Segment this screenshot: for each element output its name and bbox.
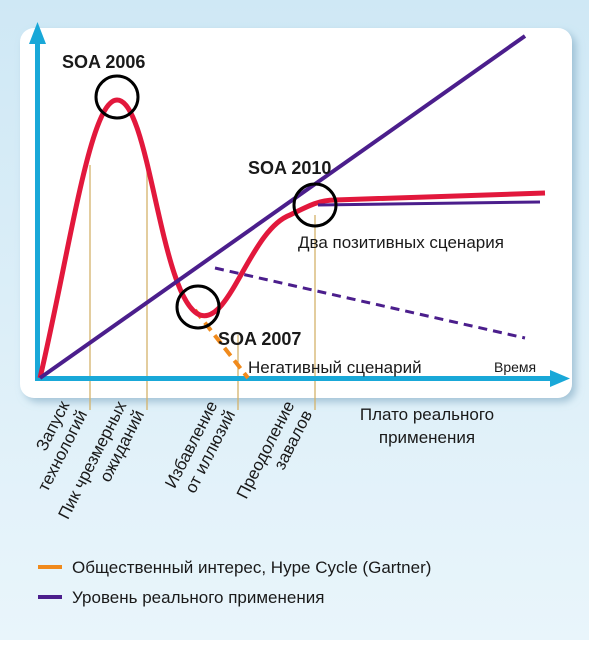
negative-adoption — [214, 266, 526, 340]
axis-label: Время — [494, 359, 536, 375]
annotation: SOA 2010 — [248, 158, 331, 178]
plateau-label: применения — [379, 428, 475, 447]
hype-curve — [37, 97, 546, 379]
markers — [94, 74, 338, 330]
annotation: Два позитивных сценария — [298, 233, 504, 252]
annotation: SOA 2007 — [218, 329, 301, 349]
negative-hype — [193, 308, 250, 380]
axes — [29, 22, 570, 387]
adoption-plateau — [317, 200, 541, 207]
legend-label: Уровень реального применения — [72, 588, 324, 607]
plateau-label: Плато реального — [360, 405, 494, 424]
legend-label: Общественный интерес, Hype Cycle (Gartne… — [72, 558, 431, 577]
annotation: SOA 2006 — [62, 52, 145, 72]
annotation: Негативный сценарий — [248, 358, 422, 377]
adoption-line — [38, 34, 527, 380]
